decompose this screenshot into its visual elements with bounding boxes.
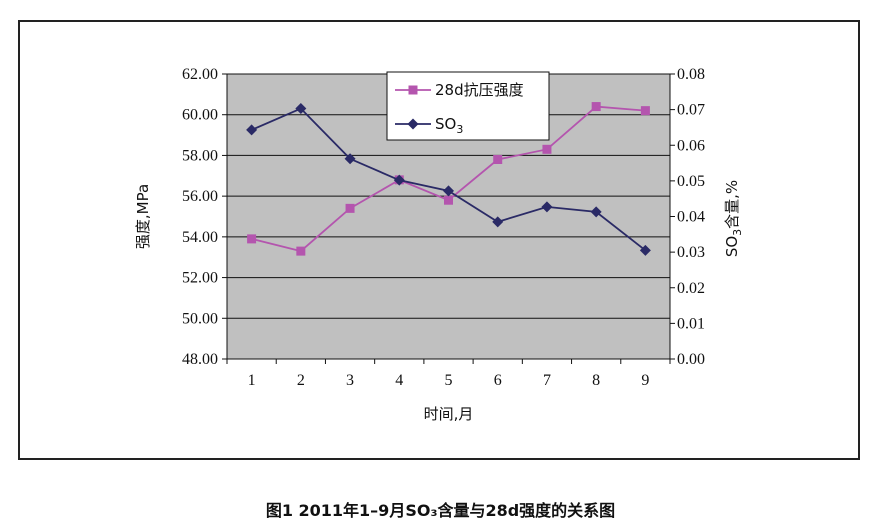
x-tick-label: 4 (395, 372, 403, 389)
left-tick-label: 58.00 (182, 147, 218, 164)
legend-label: SO3 (435, 115, 463, 136)
strength-series-point (444, 195, 453, 205)
so3-series-point (492, 216, 504, 228)
right-tick-label: 0.03 (677, 244, 705, 261)
x-axis-title: 时间,月 (424, 405, 474, 423)
left-axis-title: 强度,MPa (134, 184, 152, 249)
right-tick-label: 0.07 (677, 102, 705, 119)
left-tick-label: 48.00 (182, 351, 218, 368)
x-tick-label: 2 (297, 372, 305, 389)
legend-label: 28d抗压强度 (435, 81, 524, 99)
left-tick-label: 54.00 (182, 229, 218, 246)
strength-series-point (296, 246, 306, 256)
strength-series-point (345, 203, 355, 213)
left-tick-label: 62.00 (182, 66, 218, 83)
strength-series-point (493, 155, 503, 164)
so3-series-point (295, 103, 307, 115)
figure-caption: 图1 2011年1–9月SO₃含量与28d强度的关系图 (265, 501, 616, 520)
right-tick-label: 0.02 (677, 280, 705, 297)
chart-svg: 48.0050.0052.0054.0056.0058.0060.0062.00… (134, 66, 744, 423)
right-tick-label: 0.01 (677, 315, 705, 332)
left-tick-label: 56.00 (182, 188, 218, 205)
so3-series-point (541, 201, 553, 213)
so3-series-point (246, 124, 258, 136)
legend-box (386, 71, 550, 141)
x-tick-label: 9 (641, 372, 649, 389)
left-tick-label: 52.00 (182, 270, 218, 287)
left-tick-label: 60.00 (182, 107, 218, 124)
so3-series-point (344, 153, 356, 165)
x-tick-label: 7 (543, 372, 551, 389)
strength-series-point (542, 144, 552, 154)
strength-series-point (640, 106, 650, 116)
right-tick-label: 0.00 (677, 351, 705, 368)
x-tick-label: 6 (494, 372, 502, 389)
x-tick-label: 5 (445, 372, 453, 389)
strength-series-point (247, 234, 257, 244)
x-tick-label: 3 (346, 372, 354, 389)
right-tick-label: 0.06 (677, 137, 705, 154)
right-tick-label: 0.04 (677, 209, 705, 226)
so3-series-point (639, 244, 651, 256)
strength-series-point (591, 102, 601, 112)
left-tick-label: 50.00 (182, 310, 218, 327)
x-tick-label: 1 (248, 372, 256, 389)
so3-series-point (393, 174, 405, 186)
chart-frame: 48.00 50.00 52.00 54.00 56.00 58.00 60.00 62.00… (18, 20, 860, 460)
so3-series-point (443, 185, 454, 197)
so3-series-point (590, 206, 602, 218)
right-axis-title: SO3含量,% (723, 180, 744, 257)
right-tick-label: 0.08 (677, 66, 705, 83)
right-tick-label: 0.05 (677, 173, 705, 190)
x-tick-label: 8 (592, 372, 600, 389)
legend-marker (407, 118, 419, 130)
legend-marker (408, 85, 418, 95)
